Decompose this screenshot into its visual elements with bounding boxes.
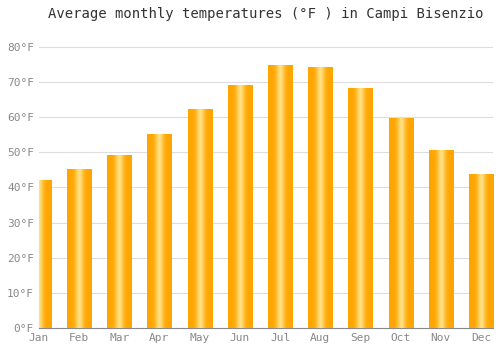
Title: Average monthly temperatures (°F ) in Campi Bisenzio: Average monthly temperatures (°F ) in Ca…: [48, 7, 484, 21]
